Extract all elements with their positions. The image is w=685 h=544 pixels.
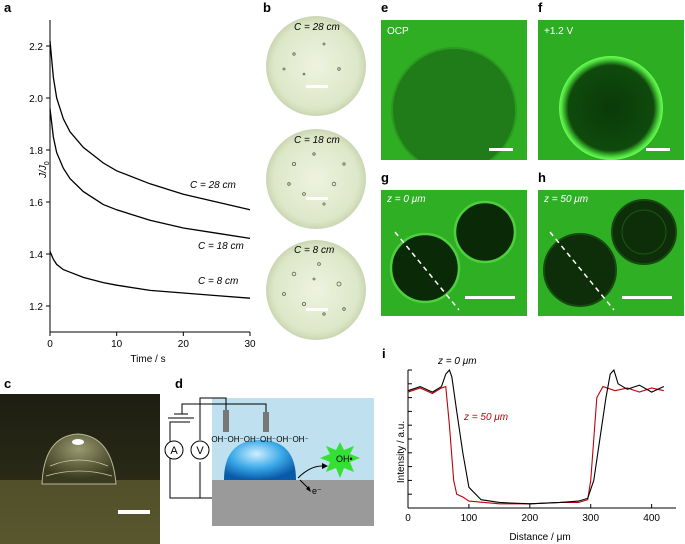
scale-bar-h <box>622 296 672 299</box>
panel-label-i: i <box>382 346 386 361</box>
scale-bar-b3 <box>306 308 328 311</box>
scale-bar-e <box>489 148 513 151</box>
panel-label-f: f <box>538 0 543 15</box>
scale-bar-b2 <box>306 197 328 200</box>
chart-i-xtick-label: 100 <box>461 513 478 524</box>
chart-a-xtick-label: 0 <box>47 339 53 350</box>
bubble <box>336 281 342 287</box>
chart-i-xlabel: Distance / μm <box>509 532 570 543</box>
chart-a-series-2 <box>49 251 251 299</box>
chart-i: 0 100 200 300 400 Intensity / a.u. Distance … <box>396 356 676 543</box>
bubble <box>292 52 296 56</box>
photo-c <box>0 394 160 544</box>
bubble <box>287 182 291 186</box>
chart-a-ytick-label: 2.0 <box>29 94 43 105</box>
voltmeter-label: V <box>196 445 204 457</box>
bubble <box>302 192 306 196</box>
bubble <box>337 67 341 71</box>
chart-a-ytick-label: 1.8 <box>29 146 43 157</box>
chart-i-legend-z50: z = 50 μm <box>463 412 508 423</box>
bubble <box>317 262 321 266</box>
chart-i-xtick-label: 400 <box>643 513 660 524</box>
scale-bar-c <box>118 510 150 514</box>
panel-label-h: h <box>538 170 546 185</box>
bubble <box>322 312 326 316</box>
bubble <box>282 67 286 71</box>
micrograph-f-label: +1.2 V <box>544 26 574 37</box>
micrograph-h: z = 50 μm <box>538 190 684 316</box>
chart-a-series-0 <box>49 40 251 211</box>
micrograph-e-label: OCP <box>387 26 409 37</box>
curve-label-18: C = 18 cm <box>198 241 244 252</box>
panel-label-b: b <box>263 0 271 15</box>
micrograph-label-18: C = 18 cm <box>294 135 340 146</box>
oh-radical: OH• <box>336 454 353 464</box>
micrograph-g: z = 0 μm <box>381 190 527 316</box>
electron-label: e⁻ <box>312 486 322 496</box>
chart-i-xtick-label: 200 <box>521 513 538 524</box>
bubble <box>342 162 346 166</box>
chart-a-xlabel: Time / s <box>130 354 165 365</box>
bubble <box>282 292 286 296</box>
bubble <box>331 181 337 187</box>
oh-ions: OH⁻OH⁻OH⁻OH⁻OH⁻OH⁻ <box>211 435 308 444</box>
panel-label-c: c <box>4 376 12 391</box>
chart-a-series-1 <box>49 108 251 240</box>
ammeter-label: A <box>170 445 178 457</box>
bubble <box>312 277 316 281</box>
scale-bar-g <box>465 296 515 299</box>
micrograph-f: +1.2 V <box>538 20 684 160</box>
scale-bar-f <box>646 148 670 151</box>
bubble <box>302 72 306 76</box>
chart-a-ytick-label: 1.6 <box>29 198 43 209</box>
micrograph-18 <box>266 129 366 229</box>
micrograph-label-8: C = 8 cm <box>294 245 335 256</box>
chart-a-ytick-label: 2.2 <box>29 42 43 53</box>
chart-i-xtick-label: 300 <box>582 513 599 524</box>
ammeter-icon <box>164 440 184 460</box>
chart-i-legend-z0: z = 0 μm <box>437 356 477 367</box>
micrograph-8 <box>266 240 366 340</box>
chart-a-ylabel: J/J0 <box>38 161 51 179</box>
panel-label-d: d <box>175 376 183 391</box>
bubble <box>322 202 326 206</box>
chart-a-xtick-label: 10 <box>111 339 123 350</box>
micrograph-label-28: C = 28 cm <box>294 22 340 33</box>
chart-i-xtick-label: 0 <box>405 513 411 524</box>
bubble <box>302 301 307 306</box>
micrograph-e: OCP <box>381 20 527 160</box>
scale-bar-b1 <box>306 85 328 88</box>
bubble <box>342 307 346 311</box>
chart-i-ylabel: Intensity / a.u. <box>396 421 407 483</box>
chart-i-series-1 <box>407 368 665 505</box>
panel-b-micrographs <box>266 16 366 340</box>
curve-label-28: C = 28 cm <box>190 180 236 191</box>
chart-i-series-0 <box>407 385 664 505</box>
voltmeter-icon <box>190 440 210 460</box>
chart-a-ytick-label: 1.2 <box>29 302 43 313</box>
micrograph-h-label: z = 50 μm <box>544 194 589 205</box>
radical-burst-icon <box>320 442 360 478</box>
micrograph-g-label: z = 0 μm <box>387 194 426 205</box>
bubble <box>291 161 296 166</box>
panel-label-a: a <box>4 0 12 15</box>
curve-label-8: C = 8 cm <box>198 276 238 287</box>
panel-label-g: g <box>381 170 389 185</box>
bubble <box>322 42 326 46</box>
bubble <box>291 271 297 277</box>
chart-a-ytick-label: 1.4 <box>29 250 43 261</box>
bubble <box>312 152 316 156</box>
schematic-d: A V OH⁻OH⁻OH⁻OH⁻OH⁻OH⁻ OH• e⁻ <box>164 397 374 526</box>
chart-a-xtick-label: 20 <box>178 339 190 350</box>
chart-a-xtick-label: 30 <box>244 339 256 350</box>
chart-a: 0 10 20 301.21.41.61.82.02.2 J/J0 Time / s … <box>29 20 256 365</box>
panel-label-e: e <box>381 0 389 15</box>
micrograph-28 <box>266 16 366 116</box>
